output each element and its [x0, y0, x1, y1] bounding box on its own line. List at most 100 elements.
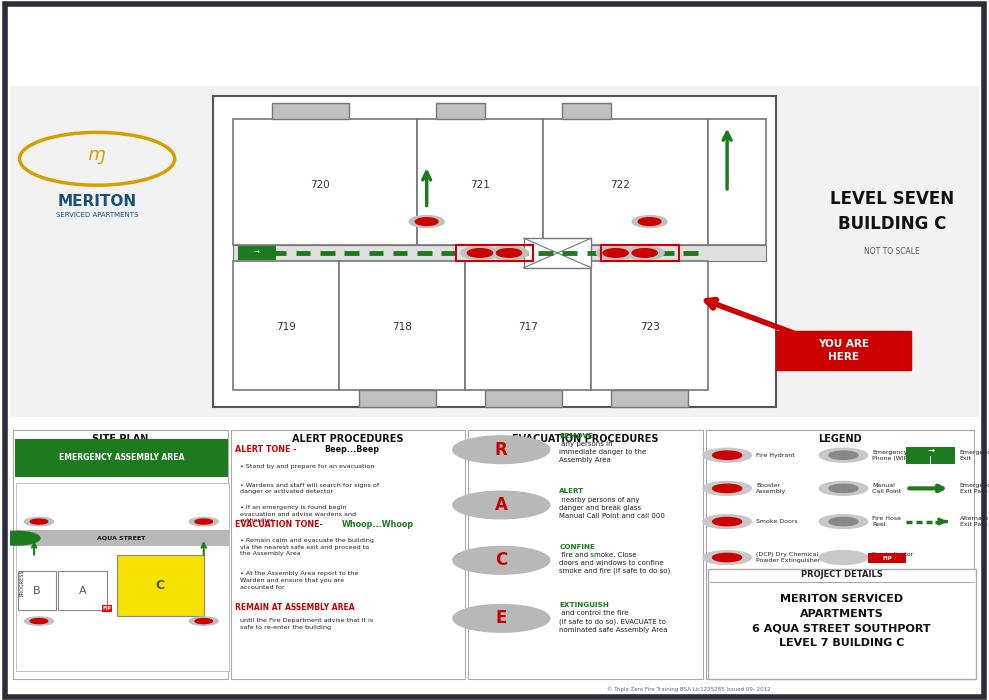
Text: B: B — [34, 586, 41, 596]
Bar — [469, 430, 703, 679]
Text: →
|: → | — [927, 445, 935, 465]
Text: Manual
Call Point: Manual Call Point — [872, 483, 902, 494]
Text: REMOVE: REMOVE — [560, 433, 593, 439]
Circle shape — [496, 248, 521, 257]
Circle shape — [415, 218, 438, 225]
Text: YOU ARE
HERE: YOU ARE HERE — [818, 339, 869, 362]
Text: until the Fire Department advise that it is
safe to re-enter the building: until the Fire Department advise that it… — [239, 618, 373, 630]
Bar — [611, 390, 688, 407]
Text: A: A — [79, 586, 86, 596]
Bar — [436, 103, 485, 119]
Circle shape — [632, 248, 658, 257]
Circle shape — [829, 451, 858, 459]
Text: EXTINGUISH: EXTINGUISH — [560, 602, 609, 608]
Text: nearby persons of any
danger and break glass
Manual Call Point and call 000: nearby persons of any danger and break g… — [560, 497, 666, 519]
Text: NOT TO SCALE: NOT TO SCALE — [864, 247, 920, 256]
Bar — [543, 119, 708, 245]
Bar — [456, 245, 533, 261]
Bar — [237, 246, 277, 260]
Circle shape — [712, 554, 742, 561]
Circle shape — [409, 216, 444, 228]
Bar — [272, 103, 349, 119]
Text: E: E — [495, 609, 507, 627]
Text: LEGEND: LEGEND — [818, 433, 861, 444]
Text: • Wardens and staff will search for signs of
danger or activated detector: • Wardens and staff will search for sign… — [239, 483, 379, 494]
Circle shape — [603, 248, 628, 257]
Circle shape — [453, 491, 550, 519]
Text: 717: 717 — [518, 322, 538, 332]
Text: and control the fire
(if safe to do so). EVACUATE to
nominated safe Assembly Are: and control the fire (if safe to do so).… — [560, 610, 668, 633]
Text: A: A — [494, 496, 507, 514]
Bar — [16, 483, 228, 671]
Circle shape — [31, 619, 47, 624]
Bar — [485, 390, 563, 407]
Text: MERITON: MERITON — [57, 194, 136, 209]
Text: ALERT TONE -: ALERT TONE - — [234, 445, 299, 454]
Text: →: → — [254, 250, 260, 256]
Circle shape — [638, 218, 661, 225]
Bar — [708, 568, 976, 679]
Circle shape — [461, 246, 499, 260]
Circle shape — [712, 484, 742, 493]
Text: 722: 722 — [610, 180, 630, 190]
Circle shape — [703, 551, 752, 564]
Text: EVACUATION PROCEDURES: EVACUATION PROCEDURES — [512, 433, 659, 444]
Circle shape — [195, 619, 213, 624]
Bar — [706, 430, 974, 679]
Text: any persons in
immediate danger to the
Assembly Area: any persons in immediate danger to the A… — [560, 442, 647, 463]
Text: • Stand by and prepare for an evacuation: • Stand by and prepare for an evacuation — [239, 463, 374, 468]
Circle shape — [25, 517, 53, 526]
Text: Fire Indicator
Panel: Fire Indicator Panel — [872, 552, 914, 563]
Circle shape — [703, 448, 752, 462]
Text: PROGRESS: PROGRESS — [19, 569, 24, 596]
Text: • At the Assembly Area report to the
Warden and ensure that you are
accounted fo: • At the Assembly Area report to the War… — [239, 571, 358, 589]
Circle shape — [703, 514, 752, 528]
Bar — [13, 430, 227, 679]
Circle shape — [195, 519, 213, 524]
Bar — [18, 571, 56, 610]
Bar — [15, 439, 227, 477]
Text: 718: 718 — [393, 322, 412, 332]
Circle shape — [596, 246, 635, 260]
Circle shape — [0, 531, 40, 545]
Text: EMERGENCY ASSEMBLY AREA: EMERGENCY ASSEMBLY AREA — [58, 454, 184, 463]
Text: Emergency
Exit: Emergency Exit — [959, 449, 989, 461]
Circle shape — [712, 451, 742, 459]
Bar — [16, 530, 228, 547]
Bar — [708, 119, 765, 245]
Circle shape — [819, 514, 867, 528]
Text: fire and smoke. Close
doors and windows to confine
smoke and fire (if safe to do: fire and smoke. Close doors and windows … — [560, 552, 671, 575]
Circle shape — [632, 216, 667, 228]
Bar — [230, 430, 466, 679]
Text: FIP: FIP — [882, 556, 892, 561]
Circle shape — [829, 517, 858, 526]
Circle shape — [453, 547, 550, 574]
Text: ALERT PROCEDURES: ALERT PROCEDURES — [293, 433, 404, 444]
Text: C: C — [495, 552, 507, 569]
Text: SERVICED APARTMENTS: SERVICED APARTMENTS — [56, 212, 138, 218]
Text: AQUA STREET: AQUA STREET — [97, 536, 145, 540]
Circle shape — [819, 482, 867, 496]
Text: Alternate
Exit Path: Alternate Exit Path — [959, 516, 989, 527]
Text: C: C — [155, 579, 165, 592]
Text: • If an emergency is found begin
evacuation and advise wardens and
authorities: • If an emergency is found begin evacuat… — [239, 505, 356, 523]
Text: Emergency
Exit Path: Emergency Exit Path — [959, 483, 989, 494]
Text: LEVEL SEVEN
BUILDING C: LEVEL SEVEN BUILDING C — [830, 190, 954, 233]
Bar — [591, 261, 708, 390]
Bar — [775, 330, 911, 370]
Text: FIP: FIP — [103, 606, 111, 611]
Bar — [523, 238, 591, 268]
Bar — [601, 245, 678, 261]
Circle shape — [453, 605, 550, 632]
Circle shape — [189, 517, 219, 526]
Text: ɱ: ɱ — [88, 146, 106, 164]
Text: 723: 723 — [640, 322, 660, 332]
Text: 719: 719 — [276, 322, 296, 332]
Bar — [867, 554, 906, 563]
Bar — [117, 554, 204, 615]
Text: SITE PLAN: SITE PLAN — [92, 433, 148, 444]
Bar — [359, 390, 436, 407]
Text: (DCP) Dry Chemical
Powder Extinguisher: (DCP) Dry Chemical Powder Extinguisher — [757, 552, 821, 563]
Circle shape — [453, 436, 550, 463]
Text: 721: 721 — [470, 180, 490, 190]
